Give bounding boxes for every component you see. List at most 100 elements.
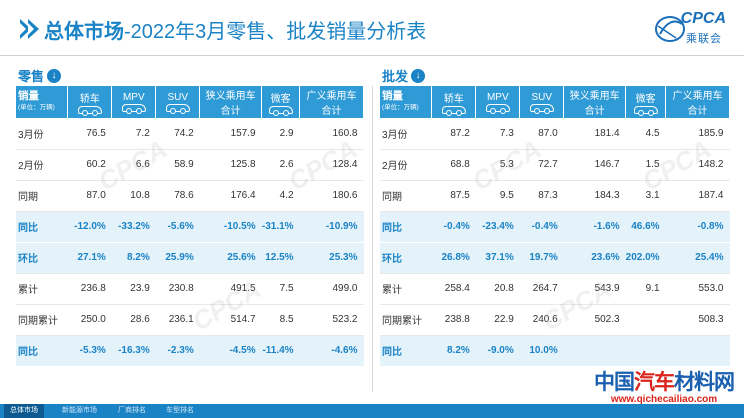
table-row: 环比 27.1% 8.2% 25.9% 25.6% 12.5% 25.3% (16, 242, 364, 274)
table-cell: 6.6 (111, 149, 156, 181)
unit-label: (单位：万辆) (18, 104, 55, 111)
col-header-suv: SUV (519, 86, 565, 118)
footer-tab-model-rank[interactable]: 车型排名 (166, 407, 194, 414)
row-label: 同期累计 (16, 304, 68, 336)
title-bar: 总体市场 -2022年3月零售、批发销量分析表 (20, 14, 426, 44)
table-cell (665, 335, 730, 367)
table-row: 累计 236.8 23.9 230.8 491.5 7.5 499.0 (16, 273, 364, 305)
col-header-narrow-total: 狭义乘用车合计 (563, 86, 627, 118)
table-cell: 236.1 (155, 304, 200, 336)
table-cell: 180.6 (299, 180, 364, 212)
table-cell: 10.0% (519, 335, 564, 367)
brand-watermark: 中国汽车材料网 www.qichecailiao.com (594, 366, 735, 405)
retail-heading: 零售 ↓ (18, 66, 62, 85)
down-arrow-icon: ↓ (47, 68, 62, 83)
table-cell: -10.9% (299, 211, 364, 243)
table-row: 同比 8.2% -9.0% 10.0% (380, 335, 730, 367)
table-row: 同比 -5.3% -16.3% -2.3% -4.5% -11.4% -4.6% (16, 335, 364, 367)
table-cell: 7.3 (475, 118, 520, 150)
table-row: 3月份 76.5 7.2 74.2 157.9 2.9 160.8 (16, 118, 364, 150)
table-cell: 499.0 (299, 273, 364, 305)
table-cell: 128.4 (299, 149, 364, 181)
table-row: 2月份 60.2 6.6 58.9 125.8 2.6 128.4 (16, 149, 364, 181)
table-cell: 184.3 (563, 180, 626, 212)
table-cell: -11.4% (261, 335, 300, 367)
table-cell: 27.1% (67, 242, 112, 274)
table-cell: 25.9% (155, 242, 200, 274)
microvan-icon (633, 106, 658, 116)
footer-tab-overall[interactable]: 总体市场 (4, 404, 44, 418)
table-cell: 157.9 (199, 118, 262, 150)
col-header-mpv: MPV (475, 86, 521, 118)
logo-text: CPCA (680, 10, 726, 27)
table-cell: -9.0% (475, 335, 520, 367)
row-label: 同比 (16, 211, 68, 243)
wholesale-table: 销量 (单位：万辆) 轿车 MPV SUV 狭义乘用车合计 微客 广义乘用车合计… (380, 86, 730, 367)
table-row: 同期累计 238.8 22.9 240.6 502.3 508.3 (380, 304, 730, 336)
row-label: 3月份 (380, 118, 432, 150)
table-divider (372, 86, 373, 392)
table-row: 同期 87.5 9.5 87.3 184.3 3.1 187.4 (380, 180, 730, 212)
cpca-logo-icon (655, 16, 685, 42)
table-cell: 230.8 (155, 273, 200, 305)
suv-icon (529, 104, 554, 114)
table-cell: -5.6% (155, 211, 200, 243)
sedan-icon (441, 106, 466, 116)
table-cell: 4.2 (261, 180, 300, 212)
table-cell: 8.5 (261, 304, 300, 336)
brand-name: 中国汽车材料网 (594, 371, 735, 394)
table-cell: 240.6 (519, 304, 564, 336)
table-cell: 19.7% (519, 242, 564, 274)
table-cell: 181.4 (563, 118, 626, 150)
table-row: 同期 87.0 10.8 78.6 176.4 4.2 180.6 (16, 180, 364, 212)
wholesale-header-row: 销量 (单位：万辆) 轿车 MPV SUV 狭义乘用车合计 微客 广义乘用车合计 (380, 86, 730, 118)
table-cell: -4.6% (299, 335, 364, 367)
chevron-right-icon (20, 19, 39, 39)
table-cell: 9.5 (475, 180, 520, 212)
row-label: 累计 (16, 273, 68, 305)
table-cell: 25.3% (299, 242, 364, 274)
retail-heading-text: 零售 (18, 69, 45, 84)
table-cell: 87.5 (431, 180, 476, 212)
table-cell: 5.3 (475, 149, 520, 181)
mpv-icon (121, 104, 146, 114)
table-cell: 125.8 (199, 149, 262, 181)
sedan-icon (77, 106, 102, 116)
row-label: 累计 (380, 273, 432, 305)
wholesale-heading: 批发 ↓ (382, 66, 426, 85)
row-label: 同比 (380, 211, 432, 243)
table-cell: 87.2 (431, 118, 476, 150)
table-cell: 25.4% (665, 242, 730, 274)
corner-cell: 销量 (单位：万辆) (380, 86, 433, 118)
table-cell: 8.2% (431, 335, 476, 367)
table-cell: 238.8 (431, 304, 476, 336)
wholesale-heading-text: 批发 (382, 69, 409, 84)
table-cell: 146.7 (563, 149, 626, 181)
table-cell: -0.4% (519, 211, 564, 243)
corner-cell: 销量 (单位：万辆) (16, 86, 69, 118)
table-cell: 250.0 (67, 304, 112, 336)
table-cell: 553.0 (665, 273, 730, 305)
table-row: 3月份 87.2 7.3 87.0 181.4 4.5 185.9 (380, 118, 730, 150)
table-cell: 87.0 (67, 180, 112, 212)
row-label: 同期 (380, 180, 432, 212)
footer-tab-nev[interactable]: 新能源市场 (62, 407, 97, 414)
footer-bar: 总体市场 新能源市场 厂商排名 车型排名 (0, 404, 744, 418)
footer-tab-maker-rank[interactable]: 厂商排名 (118, 407, 146, 414)
mpv-icon (485, 104, 510, 114)
row-label: 2月份 (380, 149, 432, 181)
table-cell: -0.4% (431, 211, 476, 243)
table-cell: 523.2 (299, 304, 364, 336)
col-header-microvan: 微客 (261, 86, 301, 118)
table-cell: 4.5 (625, 118, 666, 150)
table-cell: -16.3% (111, 335, 156, 367)
table-cell: 23.9 (111, 273, 156, 305)
col-header-microvan: 微客 (625, 86, 667, 118)
table-cell: 78.6 (155, 180, 200, 212)
table-cell: 202.0% (625, 242, 666, 274)
row-label: 同期 (16, 180, 68, 212)
col-header-narrow-total: 狭义乘用车合计 (199, 86, 263, 118)
table-cell: 185.9 (665, 118, 730, 150)
retail-header-row: 销量 (单位：万辆) 轿车 MPV SUV 狭义乘用车合计 微客 广义乘用车合计 (16, 86, 364, 118)
table-cell: 7.2 (111, 118, 156, 150)
